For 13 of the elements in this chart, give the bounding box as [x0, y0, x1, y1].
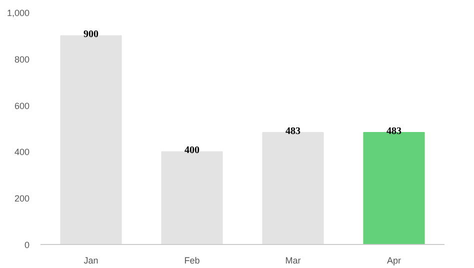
y-tick-label: 400: [14, 147, 30, 158]
x-tick-label: Feb: [184, 256, 200, 266]
data-label: 483: [286, 126, 300, 137]
x-tick-label: Apr: [386, 256, 402, 266]
y-tick-label: 0: [24, 240, 30, 250]
data-label: 400: [184, 145, 200, 156]
y-tick-label: 600: [14, 100, 30, 111]
x-tick-label: Mar: [285, 256, 301, 266]
y-tick-label: 1,000: [6, 8, 30, 18]
y-tick-label: 200: [14, 194, 30, 204]
data-label: 900: [84, 29, 98, 40]
x-tick-label: Jan: [84, 256, 98, 266]
y-tick-label: 800: [14, 54, 30, 64]
